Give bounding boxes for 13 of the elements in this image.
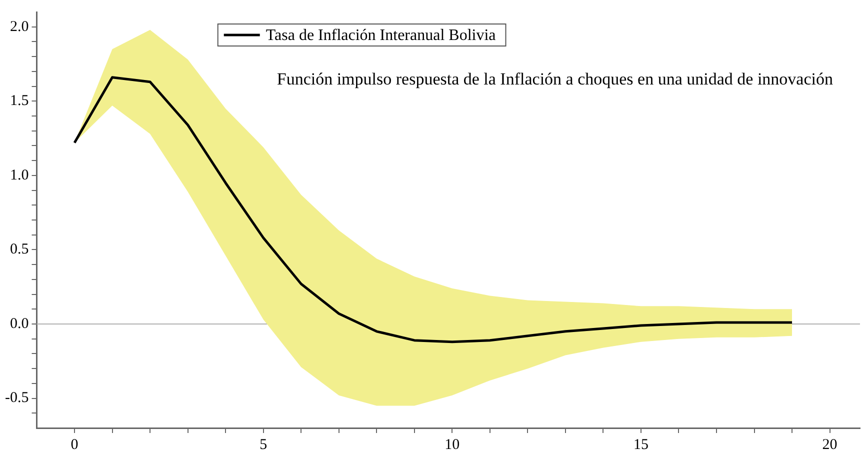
y-tick-label: 0.0 [10,316,29,332]
y-tick-label: 1.0 [10,167,29,184]
y-tick-label: 1.5 [10,93,29,110]
x-tick-label: 0 [70,436,78,453]
legend-label: Tasa de Inflación Interanual Bolivia [266,27,496,44]
y-tick-label: 0.5 [10,242,29,258]
y-tick-label: 2.0 [10,18,29,35]
y-tick-label: -0.5 [4,390,29,406]
x-tick-label: 15 [633,436,648,453]
x-tick-label: 10 [444,436,460,453]
x-tick-label: 20 [822,436,838,453]
x-tick-label: 5 [260,436,268,453]
annotation: Función impulso respuesta de la Inflación a choques en una unidad de innovación [276,69,834,88]
